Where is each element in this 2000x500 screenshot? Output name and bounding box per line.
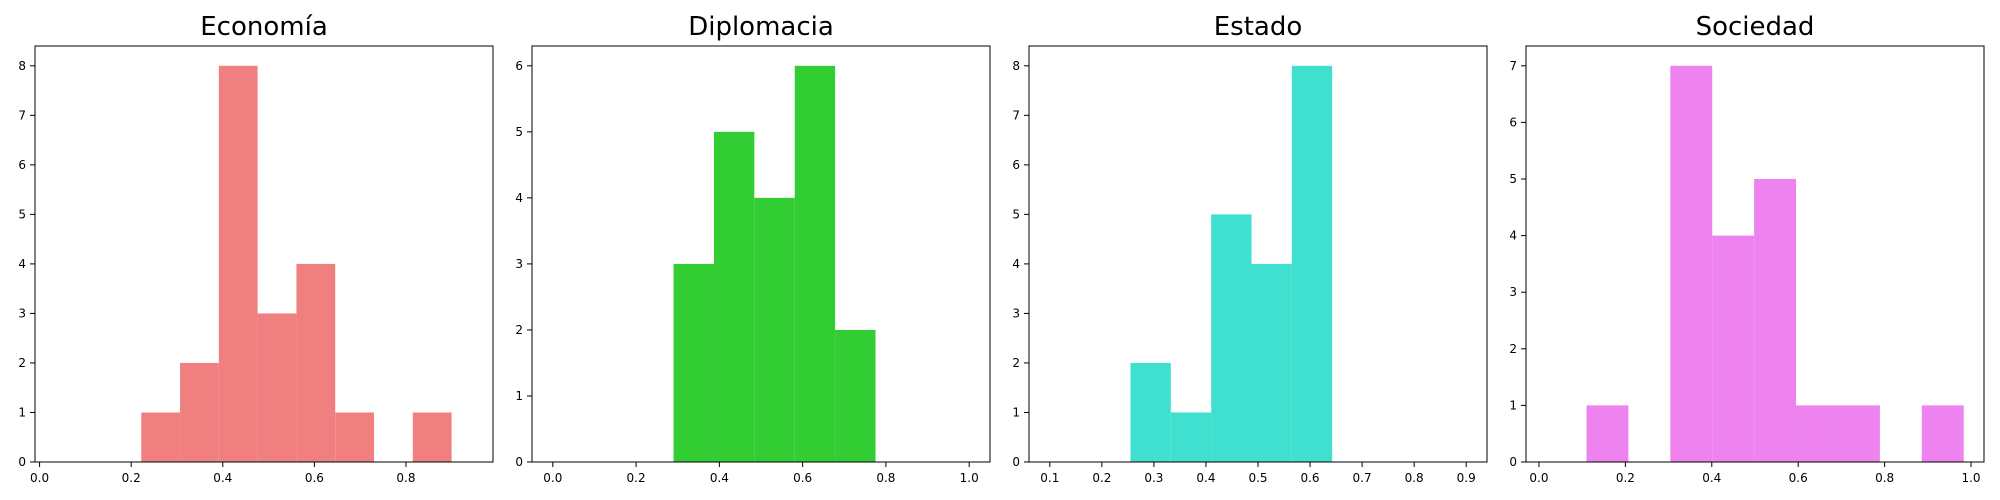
histogram-bar — [296, 263, 336, 462]
y-tick-label: 4 — [1012, 257, 1020, 271]
x-tick-label: 0.6 — [793, 471, 812, 485]
histogram-bar — [218, 65, 258, 463]
x-tick-label: 0.9 — [1457, 471, 1476, 485]
histogram-bar — [1921, 405, 1964, 462]
y-tick-label: 2 — [515, 323, 523, 337]
histogram-panel: Estado 0.1 0.2 0.3 0.4 0.5 0.6 0.7 0.8 0.9 0 1 2 3 4 5 6… — [1012, 12, 1488, 485]
y-tick-label: 6 — [1509, 115, 1517, 129]
x-tick-label: 0.4 — [710, 471, 729, 485]
y-tick-label: 4 — [18, 257, 26, 271]
y-tick-label: 6 — [515, 59, 523, 73]
x-tick-label: 0.5 — [1248, 471, 1267, 485]
axes-frame — [531, 45, 991, 463]
x-tick-label: 0.0 — [543, 471, 562, 485]
x-tick-label: 0.1 — [1040, 471, 1059, 485]
y-tick-label: 5 — [18, 207, 26, 221]
y-tick-label: 4 — [1509, 229, 1517, 243]
histogram-bar — [835, 329, 876, 462]
x-tick-label: 0.4 — [1196, 471, 1215, 485]
histogram-bar — [1796, 405, 1838, 462]
y-tick-label: 3 — [515, 257, 523, 271]
y-tick-label: 1 — [18, 405, 26, 419]
histogram-bar — [754, 197, 795, 462]
histogram-bar — [1251, 263, 1292, 462]
histogram-bar — [1586, 405, 1629, 462]
histogram-bar — [1754, 179, 1797, 462]
x-tick-label: 0.0 — [1529, 471, 1548, 485]
x-tick-label: 0.8 — [876, 471, 895, 485]
y-tick-label: 6 — [1012, 158, 1020, 172]
y-tick-label: 8 — [18, 59, 26, 73]
axes-frame — [34, 45, 494, 463]
y-tick-label: 5 — [515, 125, 523, 139]
histogram-panel: Sociedad 0.0 0.2 0.4 0.6 0.8 1.0 0 1 2 3 4 5 6 7 — [1509, 12, 1985, 485]
y-tick-label: 0 — [1012, 455, 1020, 469]
y-tick-label: 3 — [1509, 285, 1517, 299]
y-tick-label: 7 — [18, 108, 26, 122]
histogram-bar — [412, 412, 452, 462]
x-tick-label: 0.6 — [305, 471, 324, 485]
x-tick-label: 1.0 — [1961, 471, 1980, 485]
histogram-bar — [1211, 214, 1252, 462]
y-tick-label: 0 — [515, 455, 523, 469]
histogram-bar — [257, 313, 297, 462]
histogram-bar — [1712, 235, 1755, 462]
x-tick-label: 0.6 — [1300, 471, 1319, 485]
histogram-bar — [1670, 65, 1713, 463]
histogram-bar — [180, 362, 219, 462]
y-tick-label: 8 — [1012, 59, 1020, 73]
y-tick-label: 7 — [1509, 59, 1517, 73]
panel-title: Sociedad — [1696, 12, 1815, 42]
x-tick-label: 0.8 — [1405, 471, 1424, 485]
y-tick-label: 5 — [1012, 207, 1020, 221]
x-tick-label: 0.8 — [1875, 471, 1894, 485]
x-tick-label: 0.2 — [627, 471, 646, 485]
axes-frame — [1525, 45, 1985, 463]
histogram-bar — [335, 412, 375, 462]
x-tick-label: 1.0 — [960, 471, 979, 485]
x-tick-label: 0.2 — [122, 471, 141, 485]
histogram-bar — [1837, 405, 1880, 462]
y-tick-label: 1 — [1012, 405, 1020, 419]
panel-title: Economía — [200, 12, 328, 42]
y-tick-label: 3 — [18, 306, 26, 320]
histogram-bar — [141, 412, 181, 462]
y-tick-label: 0 — [18, 455, 26, 469]
histogram-panel: Economía 0.0 0.2 0.4 0.6 0.8 0 1 2 3 4 5 6 7 8 — [18, 12, 494, 485]
histogram-bar — [794, 65, 836, 463]
y-tick-label: 0 — [1509, 455, 1517, 469]
x-tick-label: 0.4 — [1702, 471, 1721, 485]
panel-title: Estado — [1214, 12, 1303, 42]
y-tick-label: 7 — [1012, 108, 1020, 122]
x-tick-label: 0.2 — [1616, 471, 1635, 485]
histogram-bar — [1170, 412, 1212, 462]
y-tick-label: 3 — [1012, 306, 1020, 320]
x-tick-label: 0.7 — [1353, 471, 1372, 485]
x-tick-label: 0.6 — [1789, 471, 1808, 485]
y-tick-label: 1 — [515, 389, 523, 403]
histogram-bar — [673, 263, 714, 462]
y-tick-label: 5 — [1509, 172, 1517, 186]
y-tick-label: 2 — [1012, 356, 1020, 370]
y-tick-label: 6 — [18, 158, 26, 172]
x-tick-label: 0.0 — [30, 471, 49, 485]
y-tick-label: 2 — [1509, 342, 1517, 356]
x-tick-label: 0.8 — [396, 471, 415, 485]
panel-title: Diplomacia — [688, 12, 834, 42]
histogram-bar — [713, 131, 755, 463]
y-tick-label: 1 — [1509, 398, 1517, 412]
x-tick-label: 0.3 — [1144, 471, 1163, 485]
y-tick-label: 4 — [515, 191, 523, 205]
x-tick-label: 0.4 — [213, 471, 232, 485]
histogram-bar — [1291, 65, 1333, 463]
histogram-bar — [1130, 362, 1171, 462]
x-tick-label: 0.2 — [1092, 471, 1111, 485]
y-tick-label: 2 — [18, 356, 26, 370]
histogram-panel: Diplomacia 0.0 0.2 0.4 0.6 0.8 1.0 0 1 2 3 4 5 6 — [515, 12, 991, 485]
